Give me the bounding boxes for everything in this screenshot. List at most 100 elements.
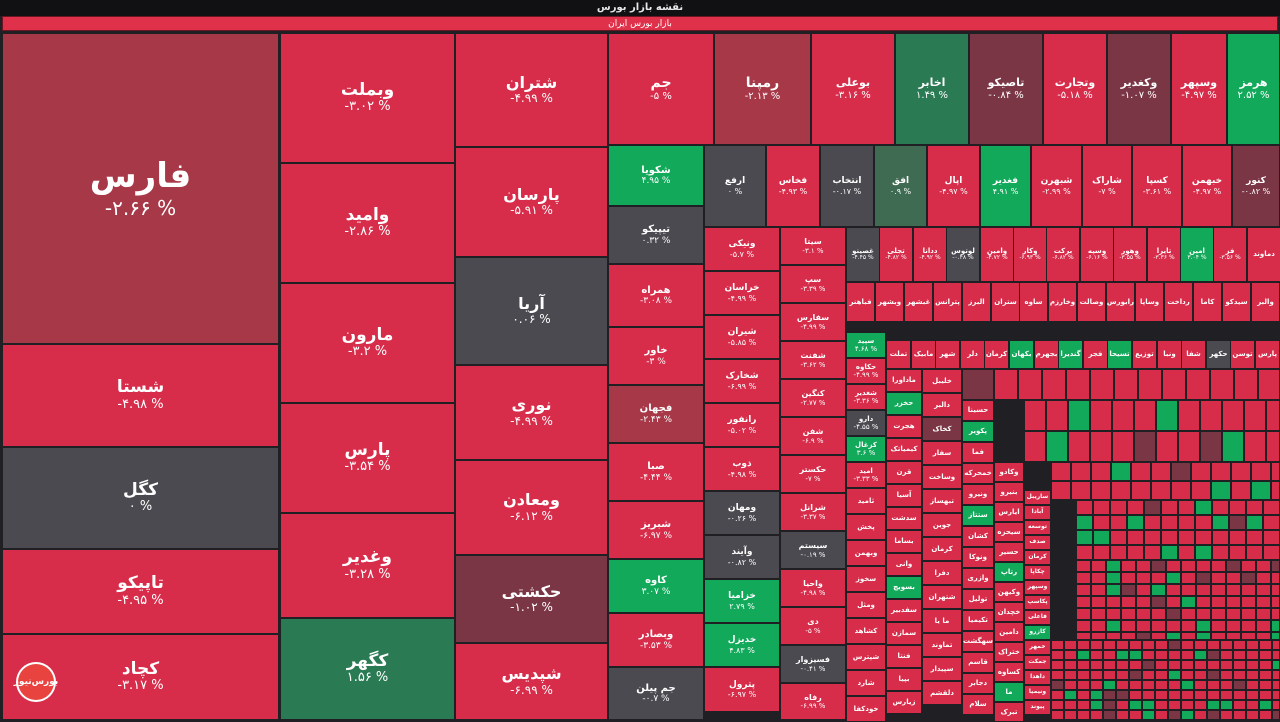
stock-tile[interactable] — [1051, 650, 1064, 660]
stock-tile[interactable] — [1259, 680, 1272, 690]
stock-tile[interactable] — [1156, 400, 1178, 431]
stock-tile[interactable]: پارس -۳.۵۴ % — [280, 403, 455, 513]
stock-tile[interactable] — [1103, 660, 1116, 670]
stock-tile[interactable]: هرمز ۲.۵۲ % — [1227, 33, 1280, 145]
stock-tile[interactable]: رفاه -۶.۹۹ % — [780, 683, 846, 720]
stock-tile[interactable] — [1246, 545, 1263, 560]
stock-tile[interactable] — [1259, 700, 1272, 710]
stock-tile[interactable] — [1211, 462, 1231, 481]
stock-tile[interactable] — [1181, 640, 1194, 650]
stock-tile[interactable] — [1246, 515, 1263, 530]
stock-tile[interactable] — [1220, 710, 1233, 720]
stock-tile[interactable] — [1168, 640, 1181, 650]
stock-tile[interactable]: ستران — [991, 282, 1020, 322]
stock-tile[interactable] — [1246, 700, 1259, 710]
stock-tile[interactable] — [1231, 462, 1251, 481]
stock-tile[interactable] — [1256, 596, 1271, 608]
stock-tile[interactable] — [1064, 700, 1077, 710]
stock-tile[interactable] — [1256, 632, 1271, 640]
stock-tile[interactable] — [1271, 620, 1280, 632]
stock-tile[interactable] — [1151, 596, 1166, 608]
stock-tile[interactable] — [1068, 400, 1090, 431]
stock-tile[interactable]: فاعلی — [1024, 610, 1051, 625]
stock-tile[interactable]: توسن — [1230, 340, 1255, 369]
stock-tile[interactable] — [1211, 481, 1231, 500]
stock-tile[interactable] — [1181, 680, 1194, 690]
stock-tile[interactable] — [1151, 462, 1171, 481]
stock-tile[interactable]: پارس — [1255, 340, 1280, 369]
stock-tile[interactable]: حسینا — [962, 400, 994, 421]
stock-tile[interactable] — [1226, 608, 1241, 620]
stock-tile[interactable]: وصالت — [1077, 282, 1106, 322]
stock-tile[interactable]: کساوه — [994, 662, 1024, 682]
stock-tile[interactable]: حکشتی -۱.۰۲ % — [455, 555, 608, 643]
stock-tile[interactable] — [1093, 515, 1110, 530]
stock-tile[interactable] — [1091, 584, 1106, 596]
stock-tile[interactable]: شغدیر -۳.۳۶ % — [846, 384, 886, 410]
stock-tile[interactable] — [1129, 650, 1142, 660]
stock-tile[interactable] — [1076, 584, 1091, 596]
stock-tile[interactable]: کشان — [962, 526, 994, 547]
stock-tile[interactable]: بنیرو — [994, 482, 1024, 502]
stock-tile[interactable] — [1091, 572, 1106, 584]
stock-tile[interactable]: شاراک -۷ % — [1082, 145, 1132, 227]
stock-tile[interactable]: ایارس — [994, 502, 1024, 522]
stock-tile[interactable] — [1090, 640, 1103, 650]
stock-tile[interactable]: فجر — [1083, 340, 1108, 369]
stock-tile[interactable] — [1241, 584, 1256, 596]
stock-tile[interactable] — [1241, 620, 1256, 632]
stock-tile[interactable]: وغدیر -۳.۲۸ % — [280, 513, 455, 618]
stock-tile[interactable]: سهگشت — [962, 631, 994, 652]
stock-tile[interactable]: تبرک — [994, 702, 1024, 722]
stock-tile[interactable] — [1271, 560, 1280, 572]
stock-tile[interactable]: پکاسپ — [1024, 595, 1051, 610]
stock-tile[interactable] — [1207, 650, 1220, 660]
stock-tile[interactable] — [1051, 640, 1064, 650]
stock-tile[interactable] — [1103, 670, 1116, 680]
stock-tile[interactable] — [1155, 690, 1168, 700]
stock-tile[interactable]: وآیند -۰.۸۲ % — [704, 535, 780, 579]
stock-tile[interactable] — [1090, 400, 1112, 431]
stock-tile[interactable] — [1244, 400, 1266, 431]
stock-tile[interactable]: دالبر — [922, 393, 962, 417]
stock-tile[interactable] — [1129, 670, 1142, 680]
stock-tile[interactable] — [1207, 710, 1220, 720]
stock-tile[interactable] — [1077, 670, 1090, 680]
stock-tile[interactable]: وبملت -۳.۰۲ % — [280, 33, 455, 163]
stock-tile[interactable] — [1116, 650, 1129, 660]
stock-tile[interactable] — [1046, 400, 1068, 431]
stock-tile[interactable]: ونیمیا — [1024, 685, 1051, 700]
stock-tile[interactable] — [1112, 431, 1134, 462]
stock-tile[interactable]: فجهان -۲.۴۳ % — [608, 385, 704, 443]
stock-tile[interactable] — [1114, 369, 1138, 400]
stock-tile[interactable] — [1110, 530, 1127, 545]
stock-tile[interactable]: تیپیکو ۰.۳۲ % — [608, 206, 704, 264]
stock-tile[interactable] — [1271, 596, 1280, 608]
stock-tile[interactable] — [1178, 515, 1195, 530]
stock-tile[interactable]: ستتاز — [962, 505, 994, 526]
stock-tile[interactable] — [1134, 431, 1156, 462]
stock-tile[interactable] — [1142, 700, 1155, 710]
stock-tile[interactable] — [1142, 640, 1155, 650]
stock-tile[interactable] — [1181, 660, 1194, 670]
stock-tile[interactable] — [1226, 560, 1241, 572]
stock-tile[interactable] — [1166, 572, 1181, 584]
stock-tile[interactable] — [1142, 690, 1155, 700]
stock-tile[interactable] — [1142, 650, 1155, 660]
stock-tile[interactable]: جم پیلن -۰.۷ % — [608, 667, 704, 720]
stock-tile[interactable] — [1226, 620, 1241, 632]
stock-tile[interactable] — [1142, 660, 1155, 670]
stock-tile[interactable] — [1093, 500, 1110, 515]
stock-tile[interactable] — [1116, 640, 1129, 650]
stock-tile[interactable] — [1121, 584, 1136, 596]
stock-tile[interactable] — [1271, 584, 1280, 596]
stock-tile[interactable]: وتجارت -۵.۱۸ % — [1043, 33, 1107, 145]
stock-tile[interactable]: حکاوه -۴.۹۹ % — [846, 358, 886, 384]
stock-tile[interactable] — [1121, 608, 1136, 620]
stock-tile[interactable] — [1127, 515, 1144, 530]
stock-tile[interactable]: شیران -۵.۸۵ % — [704, 315, 780, 359]
stock-tile[interactable] — [1161, 545, 1178, 560]
stock-tile[interactable] — [1178, 500, 1195, 515]
stock-tile[interactable]: تبهساز — [922, 489, 962, 513]
stock-tile[interactable]: آبادا — [1024, 505, 1051, 520]
